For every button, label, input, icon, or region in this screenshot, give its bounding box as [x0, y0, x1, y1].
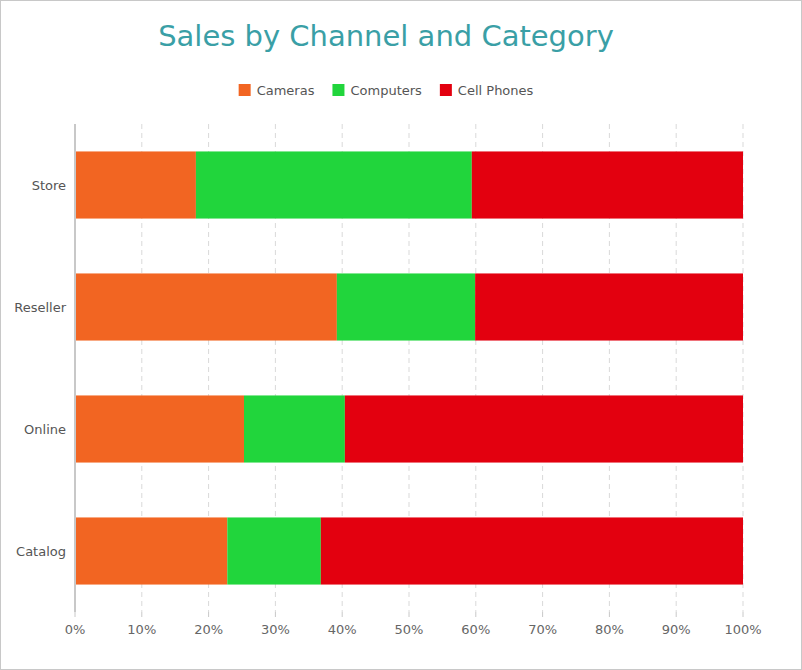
legend-swatch — [239, 84, 251, 96]
chart: Sales by Channel and Category 0% 10% 20% 30%… — [0, 0, 802, 670]
tick-label: 10% — [127, 622, 156, 637]
bar-segment — [475, 273, 743, 340]
legend-label: Cell Phones — [458, 83, 534, 98]
tick-label: 100% — [724, 622, 761, 637]
grid-line — [75, 124, 76, 612]
tick-label: 60% — [461, 622, 490, 637]
category-label: Catalog — [16, 544, 66, 559]
legend-swatch — [332, 84, 344, 96]
title: Sales by Channel and Category — [158, 19, 614, 53]
bar-segment — [321, 517, 743, 584]
tick-label: 0% — [65, 622, 86, 637]
legend-swatch — [440, 84, 452, 96]
grid: 0% 10% 20% 30% 40% 50% 60% 70% 80% 90% 100% — [65, 124, 762, 637]
frame — [1, 1, 802, 670]
bar-segment — [244, 395, 345, 462]
tick-label: 30% — [261, 622, 290, 637]
bar-segment — [337, 273, 475, 340]
tick-label: 90% — [662, 622, 691, 637]
tick-mark — [542, 612, 543, 617]
tick-label: 40% — [328, 622, 357, 637]
legend-item: Cell Phones — [440, 83, 534, 98]
legend-label: Cameras — [257, 83, 315, 98]
tick-label: 80% — [595, 622, 624, 637]
tick-label: 50% — [395, 622, 424, 637]
tick-mark — [676, 612, 677, 617]
tick-mark — [342, 612, 343, 617]
tick-label: 70% — [528, 622, 557, 637]
tick-mark — [609, 612, 610, 617]
tick-mark — [743, 612, 744, 617]
legend: Cameras Computers Cell Phones — [239, 83, 534, 98]
tick-mark — [141, 612, 142, 617]
tick-mark — [409, 612, 410, 617]
legend-label: Computers — [350, 83, 422, 98]
legend-item: Cameras — [239, 83, 315, 98]
bar-segment — [472, 151, 743, 218]
bar-segment — [227, 517, 321, 584]
category-label: Store — [32, 178, 66, 193]
tick-mark — [75, 612, 76, 617]
axis-line — [74, 124, 76, 612]
bar-segment — [75, 151, 196, 218]
tick-mark — [475, 612, 476, 617]
tick-label: 20% — [194, 622, 223, 637]
bar-segment — [75, 517, 227, 584]
tick-mark — [275, 612, 276, 617]
category-label: Online — [24, 422, 66, 437]
legend-item: Computers — [332, 83, 422, 98]
bar-segment — [196, 151, 472, 218]
bar-segment — [345, 395, 743, 462]
bars — [75, 151, 743, 584]
bar-segment — [75, 273, 337, 340]
category-label: Reseller — [14, 300, 66, 315]
bar-segment — [75, 395, 244, 462]
tick-mark — [208, 612, 209, 617]
